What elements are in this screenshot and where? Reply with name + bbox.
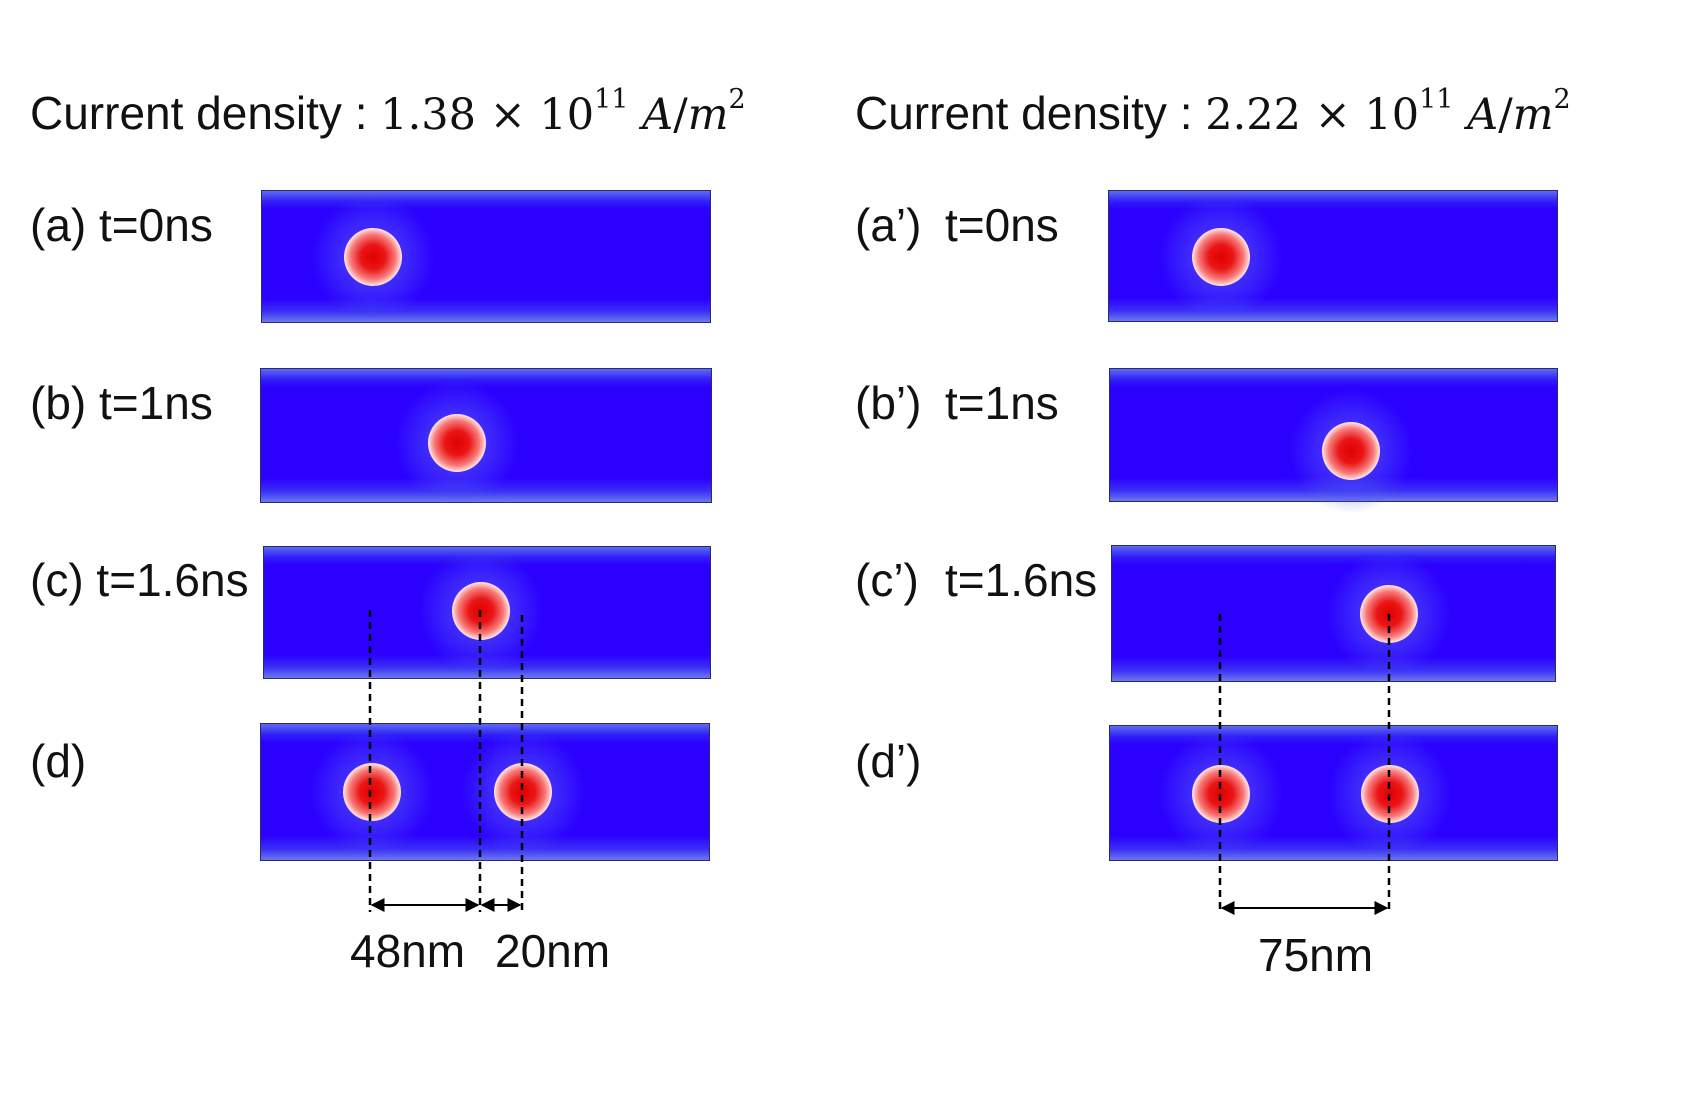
row-time: t=1.6ns <box>96 554 249 606</box>
left-exponent: 11 <box>594 83 629 115</box>
left-row-d-label: (d) <box>30 738 86 784</box>
row-time: t=1ns <box>99 377 213 429</box>
left-title-formula: 1.38 × 1011 A/m2 <box>380 86 745 140</box>
right-title-formula: 2.22 × 1011 A/m2 <box>1205 86 1570 140</box>
right-row-d-label: (d’) <box>855 738 921 784</box>
right-row-b-label: (b’) <box>855 380 921 426</box>
right-unit-exp: 2 <box>1553 83 1571 115</box>
left-times: × <box>489 90 526 140</box>
left-base: 10 <box>539 90 595 140</box>
skyrmion <box>1192 228 1250 286</box>
row-letter: (d) <box>30 735 87 787</box>
row-letter: (a’) <box>855 199 922 251</box>
right-row-c-time: t=1.6ns <box>945 557 1097 603</box>
left-track-b <box>260 368 712 506</box>
row-letter: (b’) <box>855 377 922 429</box>
right-slash: / <box>1498 90 1513 140</box>
row-letter: (c) <box>30 554 84 606</box>
row-time: t=1ns <box>945 377 1059 429</box>
right-track-a <box>1108 190 1558 322</box>
dimension-label-48nm: 48nm <box>350 925 466 977</box>
skyrmion <box>344 228 402 286</box>
row-letter: (a) <box>30 199 87 251</box>
left-row-b-label: (b) t=1ns <box>30 380 213 426</box>
skyrmion <box>428 414 486 472</box>
left-title-text: Current density : <box>30 87 381 139</box>
right-title-text: Current density : <box>855 87 1206 139</box>
right-row-a-time: t=0ns <box>945 202 1059 248</box>
left-mantissa: 1.38 <box>380 90 477 140</box>
right-track-b <box>1109 368 1558 514</box>
right-mantissa: 2.22 <box>1205 90 1302 140</box>
left-row-a-label: (a) t=0ns <box>30 202 213 248</box>
right-unit-den: m <box>1512 90 1554 140</box>
right-times: × <box>1314 90 1351 140</box>
row-letter: (b) <box>30 377 87 429</box>
left-track-a <box>261 190 711 323</box>
skyrmion <box>343 763 401 821</box>
right-unit-num: A <box>1467 90 1499 140</box>
row-time: t=0ns <box>945 199 1059 251</box>
right-row-b-time: t=1ns <box>945 380 1059 426</box>
left-unit-den: m <box>687 90 729 140</box>
skyrmion <box>1322 422 1380 480</box>
row-letter: (c’) <box>855 554 919 606</box>
row-time: t=1.6ns <box>945 554 1098 606</box>
right-row-c-label: (c’) <box>855 557 919 603</box>
left-unit-num: A <box>642 90 674 140</box>
row-letter: (d’) <box>855 735 922 787</box>
right-base: 10 <box>1364 90 1420 140</box>
dimension-label-75nm: 75nm <box>1258 929 1374 981</box>
dimension-label-20nm: 20nm <box>495 925 611 977</box>
left-slash: / <box>673 90 688 140</box>
row-time: t=0ns <box>99 199 213 251</box>
left-unit-exp: 2 <box>728 83 746 115</box>
right-row-a-label: (a’) <box>855 202 921 248</box>
left-row-c-label: (c) t=1.6ns <box>30 557 249 603</box>
right-title: Current density : 2.22 × 1011 A/m2 <box>855 86 1571 140</box>
left-title: Current density : 1.38 × 1011 A/m2 <box>30 86 746 140</box>
right-exponent: 11 <box>1419 83 1454 115</box>
left-track-d <box>260 723 710 861</box>
